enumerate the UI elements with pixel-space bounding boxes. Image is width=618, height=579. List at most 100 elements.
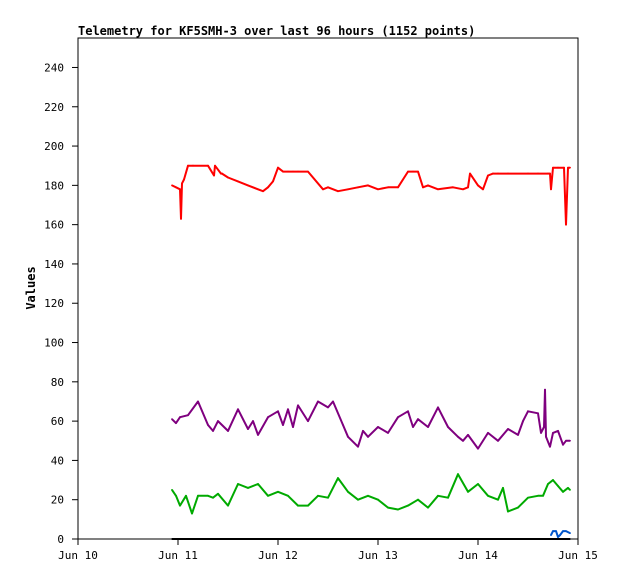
- data-point: [262, 190, 264, 193]
- data-point: [337, 190, 339, 193]
- data-point: [185, 494, 187, 497]
- data-point: [237, 483, 239, 485]
- data-point: [417, 170, 419, 173]
- data-point: [357, 186, 359, 189]
- y-tick-label: 140: [44, 258, 64, 271]
- data-point: [467, 433, 469, 436]
- data-point: [212, 496, 214, 499]
- data-point: [540, 432, 542, 434]
- data-point: [397, 186, 399, 189]
- data-point: [557, 485, 559, 487]
- data-point: [437, 406, 439, 409]
- x-tick-label: Jun 14: [458, 549, 498, 562]
- data-point: [287, 408, 289, 411]
- data-point: [567, 487, 569, 489]
- y-tick-label: 0: [57, 533, 64, 546]
- data-point: [357, 445, 359, 448]
- data-point: [527, 410, 529, 413]
- data-point: [427, 506, 429, 509]
- data-point: [297, 504, 299, 507]
- data-point: [287, 494, 289, 497]
- data-point: [452, 186, 454, 189]
- data-point: [175, 422, 177, 424]
- data-point: [217, 492, 219, 495]
- data-point: [550, 188, 552, 191]
- data-point: [367, 184, 369, 187]
- data-point: [217, 420, 219, 423]
- data-point: [569, 538, 571, 540]
- data-point: [569, 166, 571, 169]
- series-4: [171, 538, 571, 540]
- x-axis: Jun 10 Jun 11 Jun 12 Jun 13 Jun 14 Jun 15: [58, 539, 598, 562]
- data-point: [427, 184, 429, 187]
- data-point: [207, 494, 209, 497]
- data-point: [181, 182, 183, 185]
- data-point: [362, 430, 364, 432]
- data-point: [257, 483, 259, 485]
- y-tick-label: 160: [44, 219, 64, 232]
- series-line: [171, 164, 570, 226]
- data-point: [277, 166, 279, 169]
- data-point: [247, 184, 249, 187]
- data-point: [179, 416, 181, 419]
- series-2: [171, 473, 571, 515]
- data-point: [347, 435, 349, 438]
- data-point: [469, 172, 471, 175]
- data-point: [282, 424, 284, 426]
- data-point: [542, 494, 544, 497]
- data-point: [487, 494, 489, 497]
- data-point: [412, 426, 414, 428]
- chart-title: Telemetry for KF5SMH-3 over last 96 hour…: [78, 24, 475, 38]
- data-point: [547, 172, 549, 175]
- data-point: [332, 400, 334, 403]
- data-point: [422, 186, 424, 189]
- data-point: [227, 176, 229, 179]
- data-point: [307, 420, 309, 423]
- data-point: [267, 416, 269, 419]
- data-point: [257, 188, 259, 191]
- data-point: [457, 435, 459, 438]
- data-point: [183, 178, 185, 181]
- data-point: [317, 494, 319, 497]
- data-point: [247, 487, 249, 489]
- data-point: [337, 477, 339, 479]
- data-point: [537, 172, 539, 175]
- data-point: [307, 504, 309, 507]
- data-point: [387, 432, 389, 434]
- data-point: [507, 172, 509, 175]
- data-point: [267, 186, 269, 189]
- data-point: [562, 443, 564, 446]
- data-point: [557, 536, 559, 538]
- data-point: [492, 172, 494, 175]
- y-tick-label: 200: [44, 140, 64, 153]
- data-point: [342, 424, 344, 426]
- y-axis-label: Values: [24, 266, 38, 309]
- data-point: [180, 217, 182, 220]
- data-point: [457, 473, 459, 476]
- data-point: [287, 170, 289, 173]
- data-point: [227, 504, 229, 507]
- series-line: [550, 530, 571, 538]
- y-tick-label: 240: [44, 61, 64, 74]
- data-point: [257, 433, 259, 436]
- data-point: [565, 223, 567, 226]
- data-point: [197, 494, 199, 497]
- data-point: [377, 188, 379, 191]
- data-point: [292, 170, 294, 173]
- data-point: [327, 186, 329, 189]
- data-point: [407, 170, 409, 173]
- data-point: [467, 186, 469, 189]
- series-line: [171, 473, 571, 515]
- data-point: [187, 164, 189, 167]
- data-point: [517, 506, 519, 509]
- data-point: [267, 494, 269, 497]
- data-point: [569, 439, 571, 442]
- data-point: [297, 170, 299, 173]
- data-point: [397, 416, 399, 419]
- data-point: [327, 406, 329, 409]
- data-point: [171, 488, 173, 491]
- data-point: [247, 428, 249, 430]
- data-point: [347, 490, 349, 493]
- data-point: [197, 400, 199, 403]
- x-tick-label: Jun 10: [58, 549, 98, 562]
